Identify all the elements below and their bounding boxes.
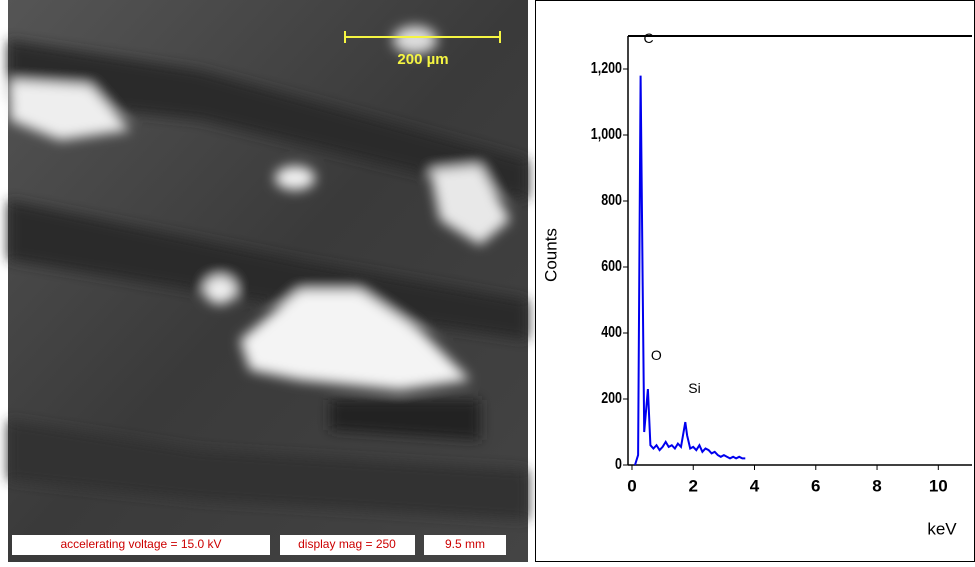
y-tick-label: 600 — [601, 258, 622, 276]
x-tick-label: 2 — [689, 476, 698, 495]
y-axis-label: Counts — [541, 228, 560, 282]
y-tick-label: 400 — [601, 324, 622, 342]
x-tick-label: 0 — [627, 476, 636, 495]
x-tick-label: 4 — [750, 476, 760, 495]
y-tick-label: 1,200 — [591, 60, 622, 78]
distance-label: 9.5 mm — [445, 537, 485, 551]
y-tick-label: 1,000 — [591, 126, 622, 144]
x-tick-label: 10 — [929, 476, 948, 495]
x-axis-label: keV — [927, 519, 957, 538]
voltage-label: accelerating voltage = 15.0 kV — [60, 537, 221, 551]
figure: 200 µm accelerating voltage = 15.0 kV di… — [0, 0, 975, 562]
micrograph: 200 µm accelerating voltage = 15.0 kV di… — [8, 0, 528, 562]
y-tick-label: 800 — [601, 192, 622, 210]
y-tick-label: 200 — [601, 390, 622, 408]
y-tick-label: 0 — [615, 456, 622, 474]
peak-label: C — [644, 30, 654, 46]
x-tick-label: 8 — [872, 476, 881, 495]
peak-label: O — [651, 347, 662, 363]
scale-bar-label: 200 µm — [397, 51, 448, 68]
magnification-label: display mag = 250 — [298, 537, 396, 551]
peak-label: Si — [688, 380, 700, 396]
x-tick-label: 6 — [811, 476, 820, 495]
